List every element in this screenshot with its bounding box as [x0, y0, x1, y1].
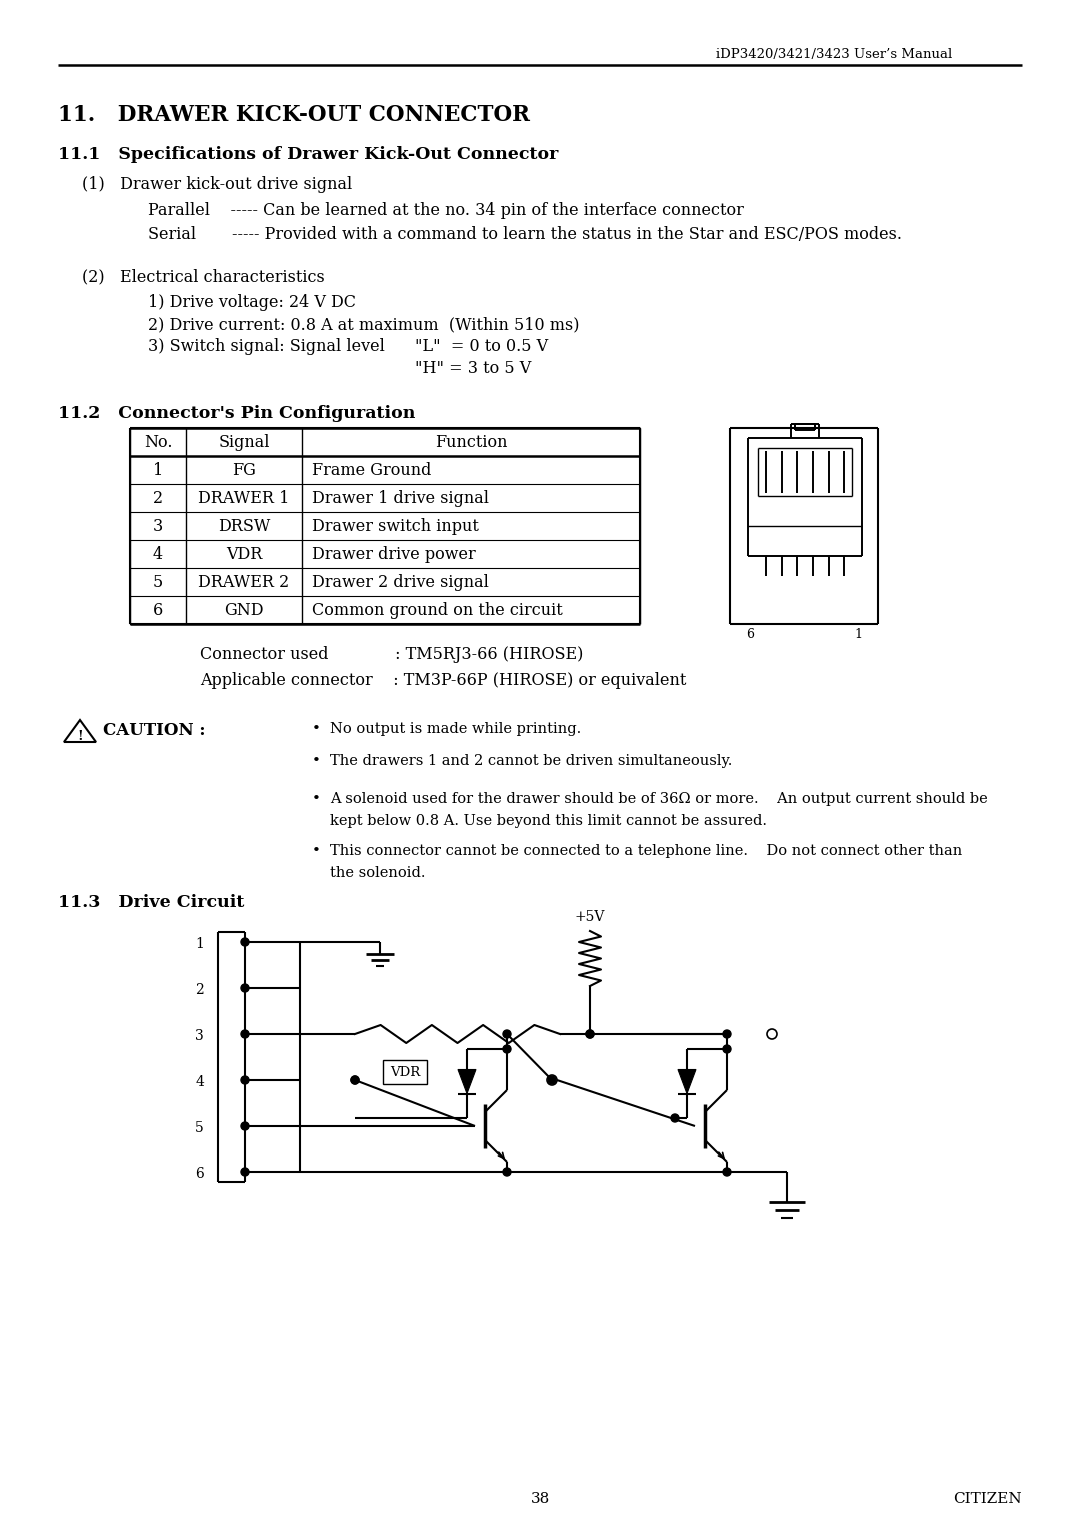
Text: 5: 5 [195, 1122, 204, 1135]
Polygon shape [678, 1070, 696, 1094]
Circle shape [241, 1030, 249, 1038]
Text: The drawers 1 and 2 cannot be driven simultaneously.: The drawers 1 and 2 cannot be driven sim… [330, 753, 732, 769]
Text: iDP3420/3421/3423 User’s Manual: iDP3420/3421/3423 User’s Manual [716, 47, 951, 61]
Text: 1: 1 [153, 461, 163, 480]
Text: (1)   Drawer kick-out drive signal: (1) Drawer kick-out drive signal [82, 176, 352, 193]
Text: CAUTION :: CAUTION : [103, 723, 205, 740]
Circle shape [723, 1167, 731, 1177]
Text: Connector used             : TM5RJ3-66 (HIROSE): Connector used : TM5RJ3-66 (HIROSE) [200, 646, 583, 663]
Text: A solenoid used for the drawer should be of 36Ω or more.    An output current sh: A solenoid used for the drawer should be… [330, 792, 988, 805]
Circle shape [351, 1076, 359, 1083]
Circle shape [241, 984, 249, 992]
Text: Signal: Signal [218, 434, 270, 451]
Text: 3) Switch signal: Signal level: 3) Switch signal: Signal level [148, 338, 384, 354]
Text: Parallel    ----- Can be learned at the no. 34 pin of the interface connector: Parallel ----- Can be learned at the no.… [148, 202, 744, 219]
Circle shape [548, 1076, 556, 1083]
Circle shape [351, 1076, 359, 1083]
Circle shape [503, 1030, 511, 1038]
Text: FG: FG [232, 461, 256, 480]
Text: "L"  = 0 to 0.5 V: "L" = 0 to 0.5 V [415, 338, 549, 354]
Text: 1: 1 [195, 937, 204, 950]
Text: Function: Function [435, 434, 508, 451]
Text: Common ground on the circuit: Common ground on the circuit [312, 602, 563, 619]
Circle shape [241, 938, 249, 946]
Text: 11.1   Specifications of Drawer Kick-Out Connector: 11.1 Specifications of Drawer Kick-Out C… [58, 147, 558, 163]
Text: DRSW: DRSW [218, 518, 270, 535]
Text: 11.   DRAWER KICK-OUT CONNECTOR: 11. DRAWER KICK-OUT CONNECTOR [58, 104, 530, 125]
Text: !: ! [77, 730, 83, 744]
Text: •: • [311, 843, 321, 859]
Circle shape [503, 1167, 511, 1177]
Text: Drawer 1 drive signal: Drawer 1 drive signal [312, 490, 489, 507]
Text: 4: 4 [195, 1076, 204, 1089]
Circle shape [241, 1076, 249, 1083]
Text: "H" = 3 to 5 V: "H" = 3 to 5 V [415, 361, 531, 377]
Circle shape [241, 1167, 249, 1177]
Text: Drawer switch input: Drawer switch input [312, 518, 478, 535]
Text: Serial       ----- Provided with a command to learn the status in the Star and E: Serial ----- Provided with a command to … [148, 226, 902, 243]
Text: Drawer drive power: Drawer drive power [312, 545, 476, 562]
Text: VDR: VDR [390, 1065, 420, 1079]
Text: Frame Ground: Frame Ground [312, 461, 431, 480]
Circle shape [671, 1114, 679, 1122]
Text: No.: No. [144, 434, 172, 451]
Text: 2: 2 [153, 490, 163, 507]
Circle shape [723, 1030, 731, 1038]
Text: •: • [311, 753, 321, 769]
Circle shape [241, 1122, 249, 1131]
Text: •: • [311, 723, 321, 736]
Text: This connector cannot be connected to a telephone line.    Do not connect other : This connector cannot be connected to a … [330, 843, 962, 859]
Circle shape [586, 1030, 594, 1038]
Circle shape [586, 1030, 594, 1038]
Text: CITIZEN: CITIZEN [954, 1491, 1022, 1507]
Circle shape [503, 1045, 511, 1053]
Text: GND: GND [225, 602, 264, 619]
Text: 6: 6 [153, 602, 163, 619]
Text: Applicable connector    : TM3P-66P (HIROSE) or equivalent: Applicable connector : TM3P-66P (HIROSE)… [200, 672, 687, 689]
Circle shape [723, 1045, 731, 1053]
Text: No output is made while printing.: No output is made while printing. [330, 723, 581, 736]
Text: +5V: +5V [575, 911, 605, 924]
Text: DRAWER 2: DRAWER 2 [199, 575, 289, 591]
Text: VDR: VDR [226, 545, 262, 562]
Text: (2)   Electrical characteristics: (2) Electrical characteristics [82, 267, 325, 286]
Text: 38: 38 [530, 1491, 550, 1507]
Text: Drawer 2 drive signal: Drawer 2 drive signal [312, 575, 489, 591]
Text: 1: 1 [854, 628, 862, 642]
Text: 6: 6 [746, 628, 754, 642]
Text: 3: 3 [153, 518, 163, 535]
Text: 4: 4 [153, 545, 163, 562]
Polygon shape [458, 1070, 476, 1094]
Text: 3: 3 [195, 1028, 204, 1044]
Text: 6: 6 [195, 1167, 204, 1181]
Text: 5: 5 [153, 575, 163, 591]
Text: kept below 0.8 A. Use beyond this limit cannot be assured.: kept below 0.8 A. Use beyond this limit … [330, 814, 767, 828]
Text: the solenoid.: the solenoid. [330, 866, 426, 880]
Text: •: • [311, 792, 321, 805]
Text: 1) Drive voltage: 24 V DC: 1) Drive voltage: 24 V DC [148, 293, 356, 312]
Text: DRAWER 1: DRAWER 1 [199, 490, 289, 507]
Text: 2) Drive current: 0.8 A at maximum  (Within 510 ms): 2) Drive current: 0.8 A at maximum (With… [148, 316, 580, 333]
Text: 2: 2 [195, 983, 204, 996]
Text: 11.3   Drive Circuit: 11.3 Drive Circuit [58, 894, 244, 911]
Text: 11.2   Connector's Pin Configuration: 11.2 Connector's Pin Configuration [58, 405, 416, 422]
